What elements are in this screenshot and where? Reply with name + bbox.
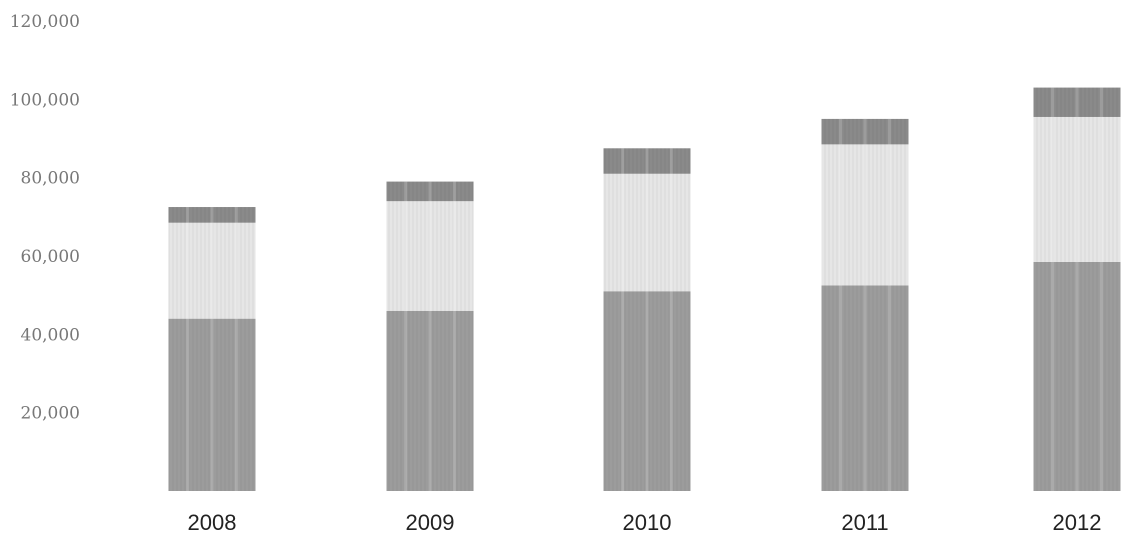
bar-segment-texture <box>168 318 256 491</box>
y-tick-label: 100,000 <box>10 90 80 110</box>
bar-segment-texture <box>603 291 691 491</box>
y-tick-label: 40,000 <box>21 325 80 345</box>
bar-segment-texture <box>603 173 691 292</box>
bar-segment-texture <box>386 310 474 491</box>
bar-segment-texture <box>1033 261 1121 491</box>
bar-segment-texture <box>168 207 256 223</box>
bar-segment-texture <box>1033 87 1121 117</box>
bar-segment-texture <box>386 201 474 311</box>
x-axis: 2008 2009 2010 2011 2012 <box>188 510 1102 535</box>
y-tick-label: 80,000 <box>21 169 80 189</box>
bar-segment-texture <box>821 118 909 145</box>
x-tick-label: 2008 <box>188 510 237 535</box>
bar-segment-texture <box>821 144 909 286</box>
y-tick-label: 60,000 <box>21 247 80 267</box>
x-tick-label: 2010 <box>623 510 672 535</box>
x-tick-label: 2012 <box>1053 510 1102 535</box>
x-tick-label: 2009 <box>406 510 455 535</box>
bar-segment-texture <box>603 148 691 174</box>
y-tick-label: 20,000 <box>21 404 80 424</box>
y-axis: 20,000 40,000 60,000 80,000 100,000 120,000 <box>10 12 80 424</box>
bar-segment-texture <box>386 181 474 202</box>
bars <box>168 87 1121 491</box>
bar-segment-texture <box>168 222 256 319</box>
y-tick-label: 120,000 <box>10 12 80 32</box>
bar-segment-texture <box>1033 116 1121 262</box>
bar-segment-texture <box>821 285 909 491</box>
x-tick-label: 2011 <box>841 510 888 535</box>
